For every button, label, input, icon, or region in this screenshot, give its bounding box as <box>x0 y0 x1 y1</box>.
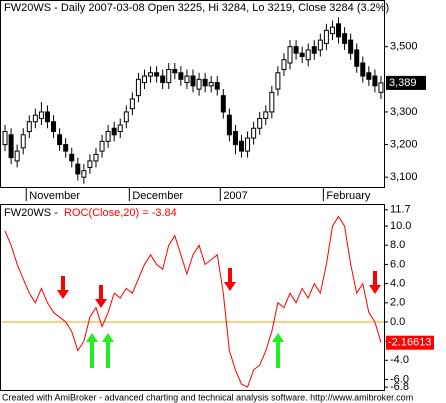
candle-body <box>105 131 111 142</box>
signals <box>57 268 381 368</box>
price-pane <box>0 0 385 188</box>
candle-body <box>51 121 57 133</box>
candle-body <box>123 111 129 123</box>
candle-body <box>360 62 366 77</box>
candle-body <box>57 134 63 146</box>
candle-body <box>111 127 117 136</box>
candle-body <box>87 160 93 168</box>
candle-body <box>281 59 287 71</box>
x-tick-label: December <box>132 190 183 202</box>
candle-body <box>287 46 293 64</box>
candle-body <box>129 98 135 110</box>
candle-body <box>196 78 202 90</box>
roc-title: FW20WS - <box>4 207 58 219</box>
y-tick-label: 3,100 <box>390 171 418 183</box>
y-tick-label: 6.0 <box>390 258 405 270</box>
last-value-box <box>386 75 426 90</box>
candle-body <box>63 144 69 152</box>
candle-body <box>20 134 26 149</box>
candle-body <box>311 46 317 54</box>
candle-body <box>293 46 299 54</box>
candle-body <box>32 114 38 123</box>
y-tick-label: 3,500 <box>390 41 418 53</box>
candle-body <box>172 69 178 74</box>
candle-body <box>2 131 8 146</box>
candle-body <box>220 95 226 113</box>
candle-body <box>317 39 323 51</box>
candle-body <box>323 29 329 44</box>
candle-body <box>245 137 251 152</box>
candle-body <box>372 75 378 87</box>
candle-body <box>202 78 208 87</box>
candle-body <box>226 114 232 136</box>
candle-body <box>342 33 348 44</box>
candle-body <box>257 117 263 129</box>
x-tick-label: November <box>29 190 80 202</box>
candle-body <box>263 111 269 119</box>
y-tick-label: 11.7 <box>390 204 411 216</box>
candle-body <box>166 69 172 84</box>
candle-body <box>299 52 305 57</box>
candle-body <box>239 140 245 152</box>
candle-body <box>160 75 166 84</box>
candle-body <box>378 82 384 93</box>
candle-body <box>251 127 257 139</box>
candle-body <box>154 72 160 77</box>
candle-body <box>305 49 311 61</box>
candle-body <box>26 121 32 133</box>
candle-body <box>214 82 220 90</box>
candle-body <box>38 111 44 119</box>
candle-body <box>81 170 87 178</box>
candle-body <box>354 49 360 67</box>
candle-body <box>99 140 105 152</box>
y-tick-label: 2.0 <box>390 297 405 309</box>
candle-body <box>366 72 372 80</box>
y-tick-label: 4.0 <box>390 278 405 290</box>
x-tick-label: February <box>326 190 371 202</box>
y-tick-label: 3,200 <box>390 138 418 150</box>
buy-arrows <box>86 333 284 368</box>
candle-body <box>93 153 99 162</box>
candle-body <box>148 72 154 77</box>
footer: Created with AmiBroker - advanced charti… <box>2 392 413 402</box>
y-tick-label: -6.0 <box>390 373 409 385</box>
x-tick-label: 2007 <box>223 190 247 202</box>
candle-body <box>269 91 275 113</box>
y-tick-label: 3,300 <box>390 106 418 118</box>
candle-body <box>69 153 75 162</box>
candle-body <box>178 72 184 80</box>
candle-body <box>44 111 50 123</box>
sell-arrows <box>57 268 381 308</box>
last-value-label: -2.16613 <box>388 337 431 349</box>
last-value-box <box>386 335 434 350</box>
candle-body <box>135 78 141 97</box>
candle-body <box>336 23 342 38</box>
candle-body <box>208 82 214 87</box>
candle-body <box>8 134 14 159</box>
roc-pane <box>0 204 385 391</box>
y-tick-label: -6.8 <box>390 381 409 393</box>
candle-body <box>14 150 20 162</box>
candle-body <box>141 75 147 84</box>
y-tick-label: 8.0 <box>390 239 405 251</box>
candle-body <box>232 131 238 146</box>
y-tick-label: 0.0 <box>390 316 405 328</box>
candle-body <box>117 124 123 133</box>
roc-line <box>4 215 382 388</box>
last-value-label: 3,389 <box>389 77 417 89</box>
candle-body <box>275 72 281 90</box>
candle-body <box>184 75 190 84</box>
candle-body <box>329 26 335 35</box>
candle-body <box>75 163 81 175</box>
candle-body <box>348 39 354 54</box>
y-tick-label: 10.0 <box>390 220 411 232</box>
price-title: FW20WS - Daily 2007-03-08 Open 3225, Hi … <box>4 2 389 14</box>
candle-body <box>190 75 196 87</box>
y-tick-label: -4.0 <box>390 354 409 366</box>
roc-legend: ROC(Close,20) = -3.84 <box>64 207 177 219</box>
